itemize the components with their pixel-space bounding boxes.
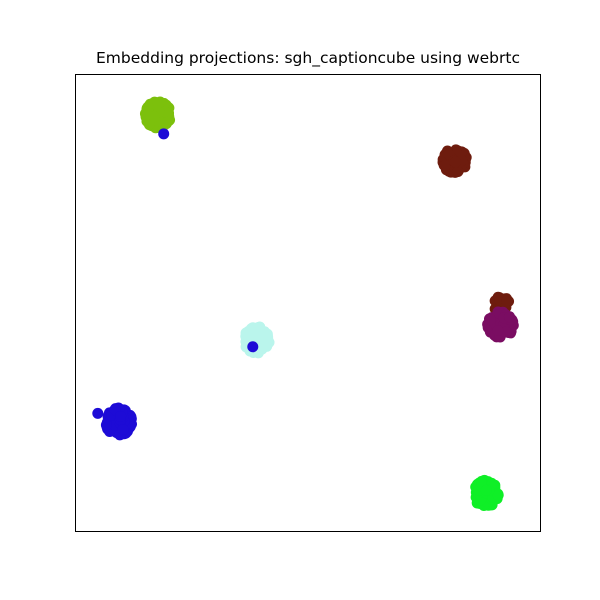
data-point xyxy=(117,423,129,435)
data-point xyxy=(158,128,170,140)
plot-frame xyxy=(75,74,541,532)
data-point xyxy=(503,311,515,323)
points-layer xyxy=(92,96,519,511)
data-point xyxy=(484,314,496,326)
data-point xyxy=(247,341,259,353)
data-point xyxy=(500,326,512,338)
data-point xyxy=(492,489,504,501)
data-point xyxy=(492,324,504,336)
data-point xyxy=(452,165,464,177)
data-point xyxy=(148,111,160,123)
data-point xyxy=(501,295,513,307)
data-point xyxy=(115,410,127,422)
data-point xyxy=(92,407,104,419)
data-point xyxy=(100,419,112,431)
data-point xyxy=(258,339,270,351)
data-point xyxy=(450,156,461,168)
data-point xyxy=(480,484,492,496)
data-point xyxy=(439,160,451,172)
chart-title: Embedding projections: sgh_captioncube u… xyxy=(96,49,520,67)
data-point xyxy=(152,97,164,109)
